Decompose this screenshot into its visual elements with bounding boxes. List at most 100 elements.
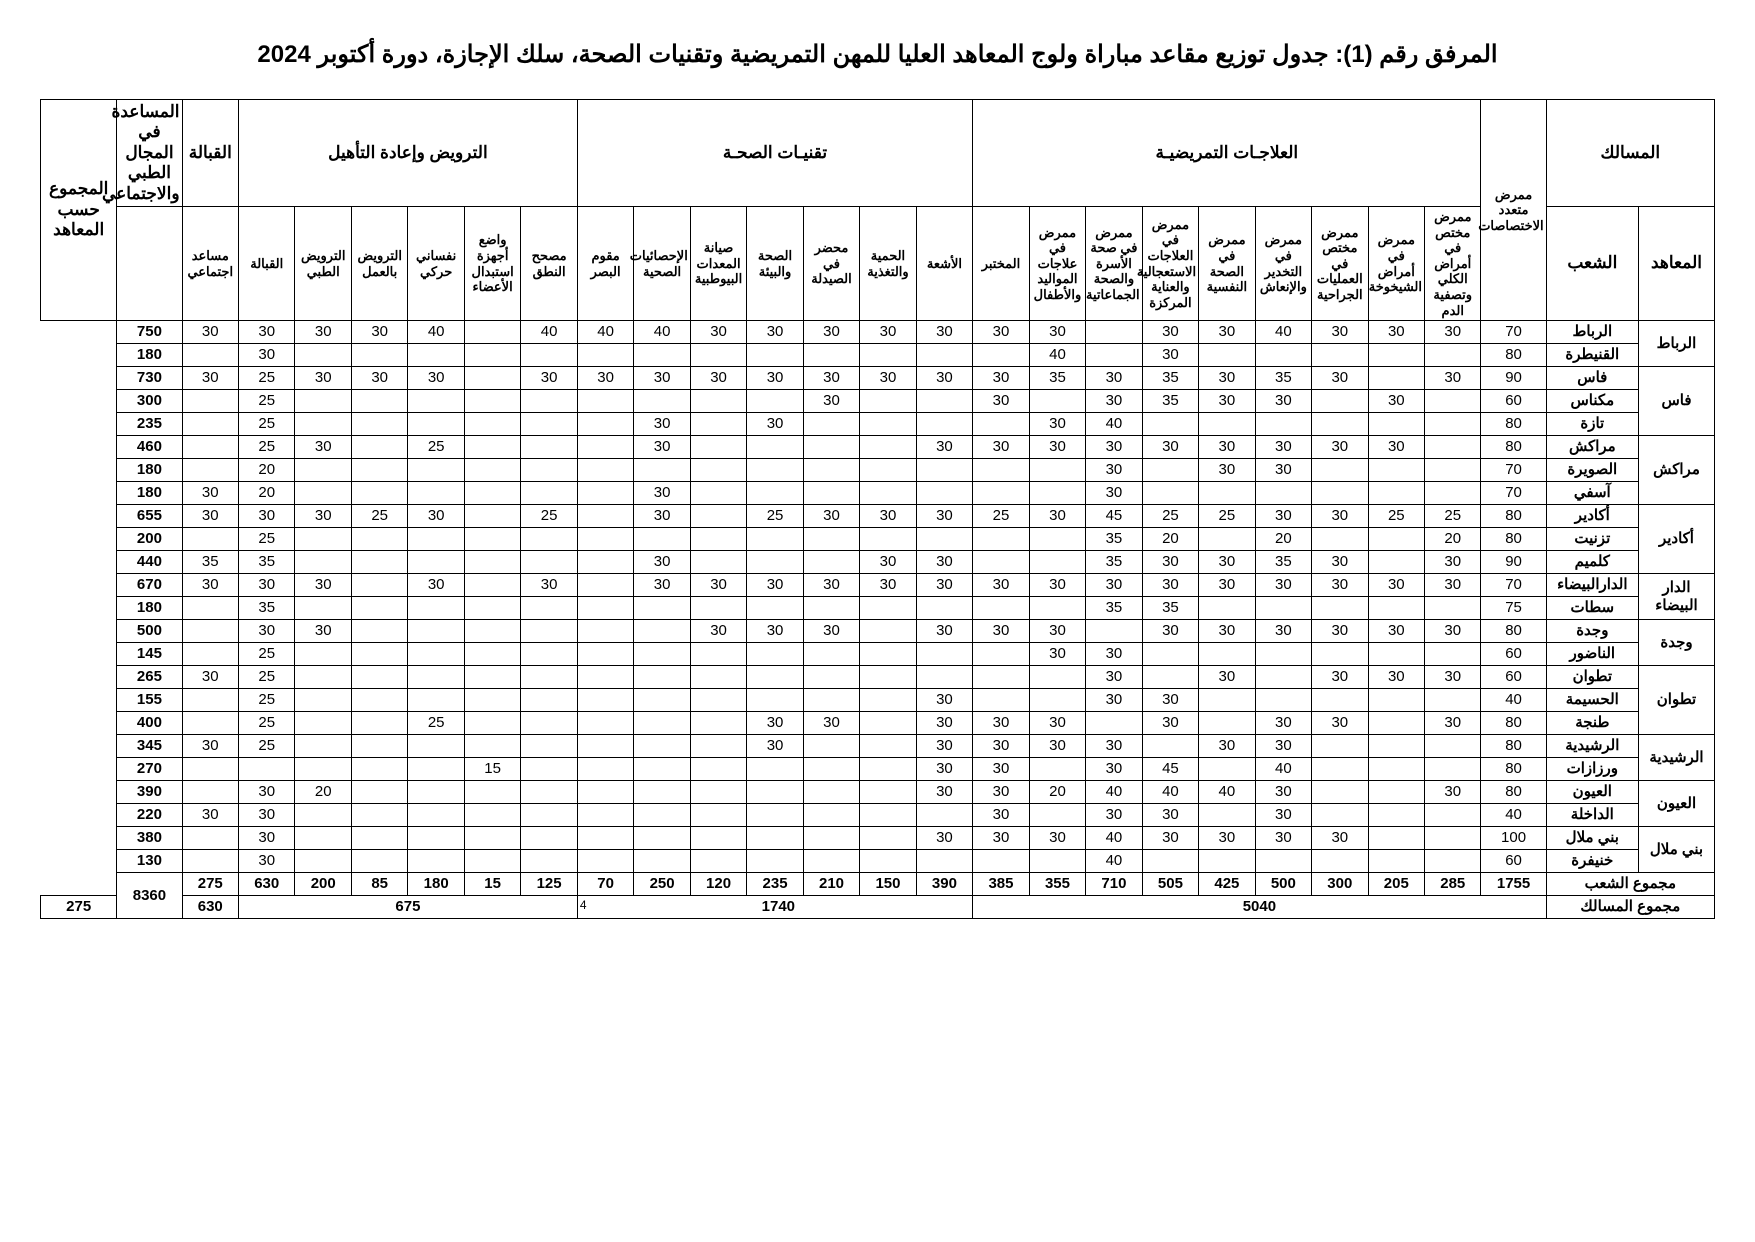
- value-cell: 30: [239, 827, 295, 850]
- value-cell: [1425, 413, 1481, 436]
- value-cell: [351, 827, 407, 850]
- value-cell: 30: [1425, 666, 1481, 689]
- hb23: مساعد اجتماعي: [182, 206, 238, 320]
- value-cell: [690, 528, 746, 551]
- value-cell: [521, 390, 577, 413]
- value-cell: [521, 689, 577, 712]
- value-cell: 30: [1086, 459, 1142, 482]
- group-cell: مراكش: [1638, 436, 1714, 505]
- value-cell: 30: [521, 574, 577, 597]
- value-cell: 25: [239, 689, 295, 712]
- value-cell: 30: [634, 505, 690, 528]
- value-cell: [577, 666, 634, 689]
- value-cell: 30: [1368, 436, 1424, 459]
- value-cell: [803, 597, 859, 620]
- row-total-cell: 200: [117, 528, 182, 551]
- value-cell: [916, 850, 972, 873]
- hdr-total: المجموع حسب المعاهد: [41, 100, 117, 321]
- value-cell: [408, 643, 464, 666]
- value-cell: [747, 666, 803, 689]
- institute-cell: تازة: [1546, 413, 1638, 436]
- value-cell: [1086, 321, 1142, 344]
- row-total-cell: 180: [117, 482, 182, 505]
- value-cell: [351, 551, 407, 574]
- value-cell: [1425, 804, 1481, 827]
- value-cell: [1086, 620, 1142, 643]
- value-cell: [1199, 643, 1255, 666]
- value-cell: [747, 597, 803, 620]
- institute-cell: فاس: [1546, 367, 1638, 390]
- hb20: الترويض بالعمل: [351, 206, 407, 320]
- value-cell: [1029, 528, 1085, 551]
- value-cell: 35: [1142, 367, 1198, 390]
- value-cell: [1199, 482, 1255, 505]
- hdr-shuab: الشعب: [1546, 206, 1638, 320]
- value-cell: [1199, 528, 1255, 551]
- value-cell: 35: [239, 597, 295, 620]
- value-cell: 30: [1086, 436, 1142, 459]
- hb16: مقوم البصر: [577, 206, 634, 320]
- value-cell: [351, 850, 407, 873]
- value-cell: 30: [1255, 436, 1311, 459]
- value-cell: [803, 551, 859, 574]
- row-total-cell: 235: [117, 413, 182, 436]
- value-cell: [1029, 804, 1085, 827]
- value-cell: 60: [1481, 850, 1546, 873]
- value-cell: [351, 620, 407, 643]
- value-cell: 30: [1029, 735, 1085, 758]
- value-cell: [916, 390, 972, 413]
- hb2: ممرض في أمراض الشيخوخة: [1368, 206, 1424, 320]
- value-cell: [182, 344, 238, 367]
- table-row: فاسفاس9030303530353035303030303030303030…: [41, 367, 1715, 390]
- table-row: تزنيت802020203525200: [41, 528, 1715, 551]
- value-cell: [1368, 551, 1424, 574]
- value-cell: [1312, 689, 1368, 712]
- value-cell: [1368, 344, 1424, 367]
- value-cell: [860, 620, 916, 643]
- hb1: ممرض مختص في أمراض الكلي وتصفية الدم: [1425, 206, 1481, 320]
- value-cell: [1029, 459, 1085, 482]
- branch-total-cell: 1755: [1481, 873, 1546, 896]
- value-cell: [295, 551, 351, 574]
- hb3: ممرض مختص في العمليات الجراحية: [1312, 206, 1368, 320]
- value-cell: [690, 436, 746, 459]
- value-cell: 30: [1086, 574, 1142, 597]
- value-cell: 30: [1255, 505, 1311, 528]
- value-cell: [351, 781, 407, 804]
- branch-total-cell: 355: [1029, 873, 1085, 896]
- value-cell: 40: [1086, 827, 1142, 850]
- branch-total-cell: 500: [1255, 873, 1311, 896]
- value-cell: [973, 643, 1030, 666]
- value-cell: [1312, 459, 1368, 482]
- hdr-branch-0: ممرض متعدد الاختصاصات: [1481, 100, 1546, 321]
- value-cell: [803, 666, 859, 689]
- value-cell: [690, 689, 746, 712]
- value-cell: [1029, 390, 1085, 413]
- table-row: ورزازات80404530303015270: [41, 758, 1715, 781]
- value-cell: 30: [973, 735, 1030, 758]
- value-cell: [295, 758, 351, 781]
- value-cell: 30: [973, 781, 1030, 804]
- value-cell: 30: [1029, 712, 1085, 735]
- branch-total-cell: 250: [634, 873, 690, 896]
- hb22: القبالة: [239, 206, 295, 320]
- institute-cell: الداخلة: [1546, 804, 1638, 827]
- value-cell: [916, 597, 972, 620]
- table-row: الصويرة7030303020180: [41, 459, 1715, 482]
- row-total-cell: 750: [117, 321, 182, 344]
- hb21: الترويض الطبي: [295, 206, 351, 320]
- hdr-social: المساعدة في المجال الطبي والاجتماعي: [117, 100, 182, 207]
- value-cell: [747, 551, 803, 574]
- value-cell: [408, 459, 464, 482]
- value-cell: 35: [1086, 597, 1142, 620]
- value-cell: [634, 643, 690, 666]
- table-row: تازة804030303025235: [41, 413, 1715, 436]
- value-cell: 30: [1255, 781, 1311, 804]
- value-cell: [1368, 459, 1424, 482]
- value-cell: 30: [803, 574, 859, 597]
- value-cell: 30: [860, 551, 916, 574]
- value-cell: 30: [747, 712, 803, 735]
- value-cell: 30: [860, 505, 916, 528]
- value-cell: 30: [1199, 390, 1255, 413]
- value-cell: 30: [1255, 620, 1311, 643]
